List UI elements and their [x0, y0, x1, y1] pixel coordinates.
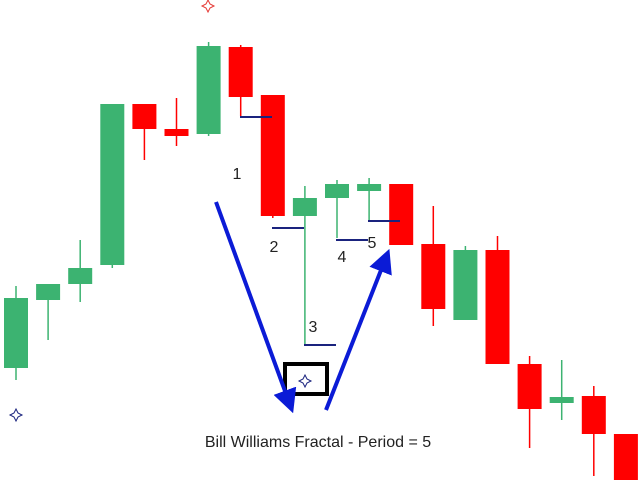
fractal-marker: [8, 407, 24, 423]
candle-body: [196, 46, 221, 134]
annotation: 1: [233, 166, 242, 183]
candle-body: [132, 104, 157, 129]
candle-body: [517, 364, 542, 409]
candle-body: [260, 95, 285, 216]
annotation: 3: [309, 319, 318, 336]
fractal-marker: [200, 0, 216, 14]
candle-body: [164, 129, 189, 136]
annotation: 2: [270, 239, 279, 256]
candle-body: [357, 184, 382, 191]
candle-body: [453, 250, 478, 320]
candle-body: [68, 268, 93, 284]
candle-body: [485, 250, 510, 364]
candle-body: [292, 198, 317, 216]
caption: Bill Williams Fractal - Period = 5: [205, 434, 431, 451]
annotation: 5: [368, 235, 377, 252]
candle-body: [36, 284, 61, 300]
annotation: 4: [338, 249, 347, 266]
candle-body: [389, 184, 414, 245]
candle-body: [4, 298, 28, 368]
arrow: [324, 248, 392, 411]
candle-body: [100, 104, 125, 265]
candle-body: [228, 47, 253, 97]
candle-body: [613, 434, 638, 480]
arrow: [214, 201, 297, 414]
candles: [4, 42, 638, 480]
highlight-box: [283, 362, 329, 396]
candle-body: [549, 397, 574, 403]
fractal-levels: [240, 116, 400, 346]
candle-body: [421, 244, 446, 309]
fractal-markers: [8, 0, 313, 423]
candle-body: [581, 396, 606, 434]
fractal-marker: [297, 373, 313, 389]
candle-body: [325, 184, 349, 198]
